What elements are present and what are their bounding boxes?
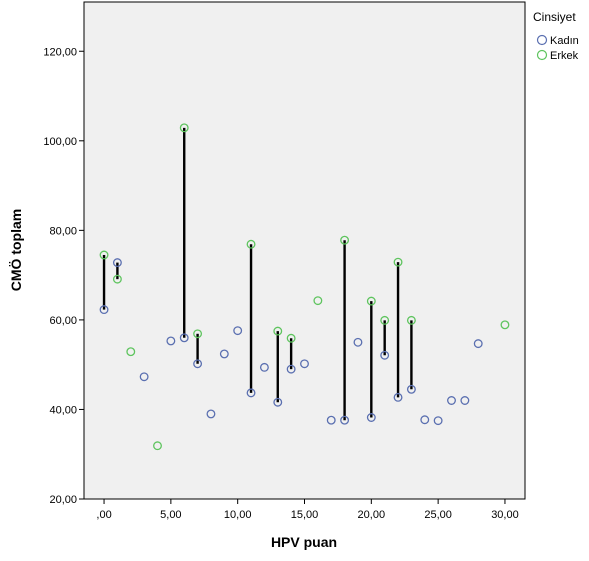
data-point-kadin <box>219 349 229 359</box>
x-tick-label: 25,00 <box>424 509 452 521</box>
data-point-kadin <box>273 397 283 407</box>
data-point-erkek <box>273 326 283 336</box>
data-point-kadin <box>420 415 430 425</box>
data-point-kadin <box>326 415 336 425</box>
data-point-erkek <box>286 333 296 343</box>
legend-title: Cinsiyet <box>533 10 576 24</box>
data-point-kadin <box>179 333 189 343</box>
y-axis-title: CMÖ toplam <box>8 209 24 291</box>
y-tick-label: 40,00 <box>49 404 77 416</box>
data-point-kadin <box>99 305 109 315</box>
data-point-erkek <box>153 441 162 451</box>
data-point-kadin <box>473 339 483 349</box>
data-point-erkek <box>179 123 189 133</box>
data-point-erkek <box>193 329 203 339</box>
data-point-kadin <box>380 350 390 360</box>
x-tick-label: 30,00 <box>491 509 519 521</box>
data-point-erkek <box>406 315 416 325</box>
data-point-kadin <box>300 359 309 369</box>
x-tick-label: ,00 <box>96 509 111 521</box>
data-point-kadin <box>393 392 403 402</box>
x-tick-label: 15,00 <box>291 509 319 521</box>
data-point-kadin <box>366 413 376 422</box>
x-axis-title: HPV puan <box>271 534 337 550</box>
y-tick-label: 120,00 <box>43 46 77 58</box>
y-tick-label: 100,00 <box>43 136 77 148</box>
data-point-erkek <box>99 250 109 260</box>
data-point-kadin <box>246 388 256 398</box>
data-point-kadin <box>340 415 350 425</box>
data-point-kadin <box>139 372 149 382</box>
data-point-kadin <box>460 396 470 405</box>
data-point-kadin <box>433 416 443 426</box>
y-tick-label: 20,00 <box>49 494 77 506</box>
data-point-kadin <box>166 336 176 346</box>
legend: Cinsiyet Kadın Erkek <box>533 10 579 62</box>
data-point-kadin <box>286 364 296 374</box>
data-point-kadin <box>206 409 216 419</box>
data-point-erkek <box>126 347 136 357</box>
data-point-kadin <box>353 337 363 347</box>
legend-label-erkek: Erkek <box>550 50 579 62</box>
data-point-erkek <box>380 315 390 325</box>
x-tick-label: 20,00 <box>358 509 386 521</box>
data-point-erkek <box>393 257 403 267</box>
x-tick-label: 5,00 <box>160 509 181 521</box>
data-point-kadin <box>193 359 203 369</box>
legend-label-kadin: Kadın <box>550 35 579 47</box>
data-point-erkek <box>340 235 350 245</box>
data-point-kadin <box>233 326 243 336</box>
data-point-kadin <box>447 396 456 405</box>
data-point-erkek <box>246 239 256 249</box>
legend-marker-erkek <box>536 49 548 61</box>
data-point-erkek <box>366 296 376 306</box>
data-point-erkek <box>112 274 122 284</box>
data-point-kadin <box>112 258 122 268</box>
y-tick-label: 60,00 <box>49 315 77 327</box>
data-point-erkek <box>500 320 510 330</box>
data-point-kadin <box>259 362 269 372</box>
y-tick-label: 80,00 <box>49 225 77 237</box>
data-point-erkek <box>313 296 323 306</box>
legend-marker-kadin <box>536 34 548 46</box>
data-point-kadin <box>406 384 416 394</box>
plot-area <box>83 1 526 500</box>
x-tick-label: 10,00 <box>224 509 252 521</box>
